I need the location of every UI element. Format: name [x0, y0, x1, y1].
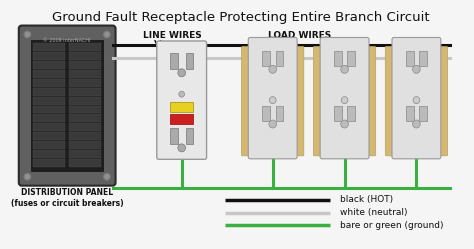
- Bar: [69, 106, 101, 114]
- Bar: [185, 128, 193, 144]
- Bar: [69, 159, 101, 167]
- FancyBboxPatch shape: [19, 26, 116, 186]
- Bar: [69, 88, 101, 96]
- Bar: [69, 61, 101, 69]
- Circle shape: [412, 65, 420, 73]
- Bar: [406, 106, 413, 121]
- Bar: [262, 106, 270, 121]
- Circle shape: [269, 65, 276, 73]
- Circle shape: [341, 97, 348, 104]
- Bar: [33, 159, 65, 167]
- Circle shape: [178, 144, 185, 152]
- FancyBboxPatch shape: [320, 38, 369, 159]
- Bar: [33, 79, 65, 87]
- Bar: [170, 53, 178, 69]
- Circle shape: [413, 97, 420, 104]
- FancyBboxPatch shape: [248, 38, 297, 159]
- Bar: [33, 115, 65, 122]
- Circle shape: [104, 31, 110, 38]
- Text: black (HOT): black (HOT): [340, 195, 393, 204]
- Bar: [69, 44, 101, 51]
- Bar: [347, 106, 355, 121]
- Bar: [262, 51, 270, 66]
- Bar: [33, 61, 65, 69]
- Bar: [69, 132, 101, 140]
- Circle shape: [341, 65, 348, 73]
- Bar: [33, 106, 65, 114]
- Bar: [419, 106, 427, 121]
- Circle shape: [341, 120, 348, 128]
- Bar: [185, 53, 193, 69]
- Bar: [69, 79, 101, 87]
- Bar: [33, 123, 65, 131]
- Bar: [33, 150, 65, 158]
- Bar: [33, 97, 65, 105]
- Bar: [275, 106, 283, 121]
- Bar: [275, 51, 283, 66]
- Text: DISTRIBUTION PANEL
(fuses or circuit breakers): DISTRIBUTION PANEL (fuses or circuit bre…: [11, 188, 124, 208]
- Bar: [33, 132, 65, 140]
- FancyBboxPatch shape: [385, 46, 447, 156]
- Text: LINE WIRES: LINE WIRES: [143, 31, 202, 40]
- Bar: [334, 51, 342, 66]
- Bar: [69, 52, 101, 60]
- Bar: [69, 123, 101, 131]
- Circle shape: [24, 31, 31, 38]
- Text: white (neutral): white (neutral): [340, 208, 407, 217]
- Bar: [33, 141, 65, 149]
- Bar: [69, 141, 101, 149]
- Bar: [170, 128, 178, 144]
- Text: Ground Fault Receptacle Protecting Entire Branch Circuit: Ground Fault Receptacle Protecting Entir…: [52, 11, 430, 24]
- Circle shape: [179, 91, 184, 97]
- Circle shape: [104, 173, 110, 180]
- Bar: [334, 106, 342, 121]
- Bar: [33, 88, 65, 96]
- Bar: [406, 51, 413, 66]
- Bar: [419, 51, 427, 66]
- FancyBboxPatch shape: [392, 38, 441, 159]
- Bar: [31, 41, 103, 171]
- Bar: [170, 102, 193, 112]
- FancyBboxPatch shape: [242, 46, 304, 156]
- Bar: [170, 114, 193, 124]
- Bar: [69, 150, 101, 158]
- Bar: [69, 70, 101, 78]
- Text: bare or green (ground): bare or green (ground): [340, 221, 443, 230]
- Circle shape: [178, 69, 185, 77]
- Circle shape: [269, 97, 276, 104]
- Circle shape: [269, 120, 276, 128]
- Bar: [33, 52, 65, 60]
- FancyBboxPatch shape: [157, 41, 207, 159]
- Text: © 2009 InterNACHI: © 2009 InterNACHI: [44, 39, 91, 44]
- Bar: [69, 115, 101, 122]
- Bar: [347, 51, 355, 66]
- Text: LOAD WIRES: LOAD WIRES: [268, 31, 331, 40]
- Bar: [69, 97, 101, 105]
- Bar: [33, 70, 65, 78]
- FancyBboxPatch shape: [313, 46, 376, 156]
- Circle shape: [24, 173, 31, 180]
- Circle shape: [412, 120, 420, 128]
- Bar: [33, 44, 65, 51]
